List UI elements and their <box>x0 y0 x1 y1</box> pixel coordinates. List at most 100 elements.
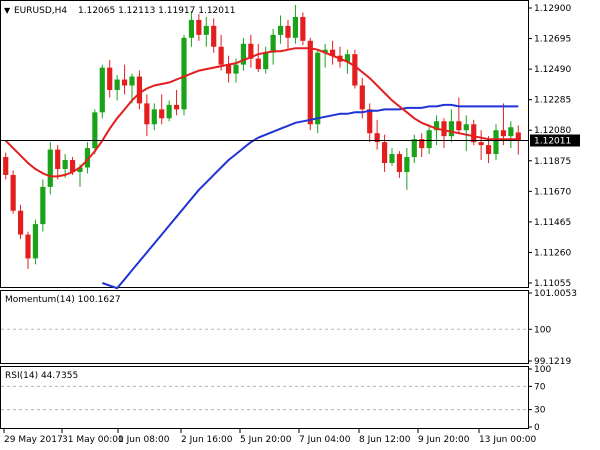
candle-body <box>196 19 202 35</box>
candle-body <box>3 157 9 175</box>
candle-body <box>381 142 388 164</box>
candle-body <box>263 52 269 70</box>
time-tick-label: 7 Jun 04:00 <box>299 435 351 445</box>
candle-body <box>225 64 232 74</box>
candle-body <box>426 130 432 149</box>
candle-body <box>493 130 499 155</box>
momentum-tick-label: 99.1219 <box>534 357 571 367</box>
candle-body <box>69 160 76 172</box>
candle-body <box>10 174 16 211</box>
time-tick-label: 8 Jun 12:00 <box>359 435 411 445</box>
candle-body <box>285 25 291 38</box>
candle-body <box>173 104 180 110</box>
candle-body <box>121 79 128 86</box>
ma-slow-line <box>101 103 519 290</box>
price-tick-label: 1.12900 <box>534 4 571 14</box>
price-tick-label: 1.12695 <box>534 35 571 45</box>
price-tick-label: 1.12285 <box>534 96 571 106</box>
price-tick-label: 1.11465 <box>534 218 571 228</box>
candle-body <box>367 109 373 134</box>
candle-body <box>500 130 507 137</box>
candle-body <box>419 139 425 149</box>
candle-body <box>240 43 247 65</box>
price-tick-label: 1.12490 <box>534 65 571 75</box>
candle-body <box>352 54 358 86</box>
price-axis: 1.12900 1.12695 1.12490 1.12285 1.12080 1.118… <box>528 4 580 289</box>
candle-body <box>389 154 395 164</box>
rsi-axis: 100 70 30 0 <box>528 365 551 433</box>
candle-body <box>159 109 165 119</box>
candle-body <box>114 79 120 90</box>
candle-body <box>62 160 68 169</box>
chart-menu-arrow-icon[interactable]: ▼ <box>4 6 11 15</box>
candle-body <box>485 145 492 155</box>
ohlc-values: 1.12065 1.12113 1.11917 1.12011 <box>78 6 235 16</box>
candle-body <box>433 121 440 131</box>
candle-body <box>166 104 172 119</box>
momentum-axis: 101.0053 100 99.1219 <box>528 289 577 367</box>
candle-body <box>277 25 284 35</box>
time-tick-label: 29 May 2017 <box>4 435 63 445</box>
candle-body <box>40 186 46 225</box>
price-tick-label: 1.11875 <box>534 157 571 167</box>
candle-body <box>396 154 403 172</box>
candle-body <box>99 67 105 113</box>
time-tick-label: 2 Jun 16:00 <box>181 435 233 445</box>
candle-body <box>478 142 484 146</box>
price-tick-label: 1.12080 <box>534 126 571 136</box>
candle-body <box>84 148 91 168</box>
candle-body <box>211 25 217 47</box>
candle-body <box>25 234 31 259</box>
candle-body <box>315 52 321 125</box>
rsi-title: RSI(14) 44.7355 <box>5 371 78 381</box>
candle-body <box>471 124 477 143</box>
candle-body <box>441 121 447 137</box>
candle-body <box>322 49 328 53</box>
current-price-box <box>530 134 580 147</box>
candle-body <box>92 112 98 149</box>
candle-body <box>32 224 39 259</box>
symbol-timeframe: EURUSD,H4 <box>14 6 67 16</box>
candle-body <box>448 121 455 137</box>
candle-body <box>47 149 53 187</box>
candle-body <box>344 54 351 62</box>
time-tick-label: 1 Jun 08:00 <box>118 435 170 445</box>
candle-body <box>359 85 365 110</box>
rsi-tick-label: 0 <box>534 423 540 433</box>
candle-body <box>292 16 299 38</box>
rsi-tick-label: 100 <box>534 365 551 375</box>
momentum-panel[interactable] <box>0 290 529 364</box>
candle-body <box>248 43 254 59</box>
rsi-tick-label: 30 <box>534 406 546 416</box>
candle-body <box>188 19 195 38</box>
candle-body <box>515 132 521 141</box>
ma-fast-line <box>4 47 519 178</box>
candle-body <box>107 67 113 90</box>
current-price-label: 1.12011 <box>534 137 571 147</box>
candle-body <box>404 157 410 172</box>
momentum-tick-label: 100 <box>534 325 551 335</box>
candle-body <box>181 37 187 110</box>
rsi-panel[interactable] <box>0 366 529 429</box>
candle-body <box>374 133 380 143</box>
time-axis: 29 May 2017 31 May 00:001 Jun 08:00 2 Jun … <box>3 429 536 445</box>
candle-body <box>463 124 469 131</box>
candle-body <box>270 34 276 53</box>
candle-body <box>255 58 261 70</box>
candle-body <box>55 149 61 169</box>
rsi-tick-label: 70 <box>534 382 546 392</box>
candle-body <box>144 103 150 125</box>
time-tick-label: 9 Jun 20:00 <box>418 435 470 445</box>
time-tick-label: 5 Jun 20:00 <box>240 435 292 445</box>
candle-body <box>151 109 157 125</box>
candle-body <box>17 210 24 235</box>
candle-body <box>456 121 462 131</box>
candle-body <box>129 76 135 86</box>
candle-body <box>508 127 514 137</box>
price-panel[interactable] <box>0 0 529 288</box>
candle-body <box>329 49 336 56</box>
price-tick-label: 1.11670 <box>534 187 571 197</box>
candle-body <box>300 16 306 41</box>
time-tick-label: 13 Jun 00:00 <box>479 435 536 445</box>
